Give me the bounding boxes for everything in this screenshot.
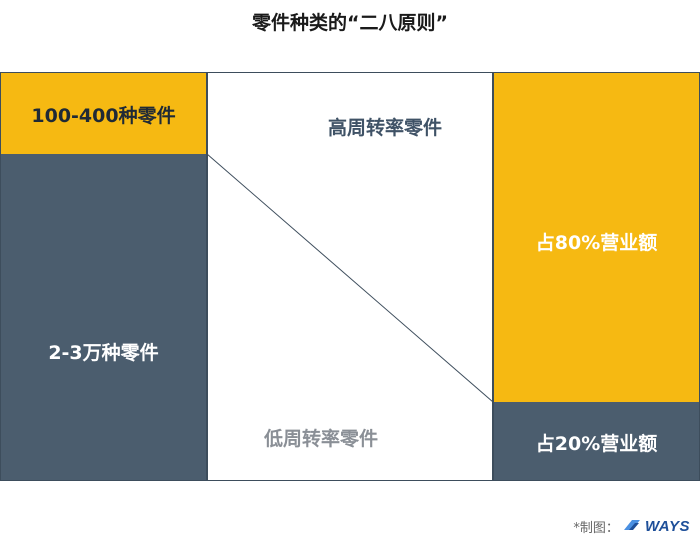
right-divider bbox=[492, 72, 494, 481]
right-bottom-block bbox=[493, 402, 700, 481]
ways-logo-icon bbox=[623, 518, 641, 536]
low-turnover-label: 低周转率零件 bbox=[263, 428, 378, 450]
left-top-block bbox=[0, 72, 207, 154]
left-bottom-label: 2-3万种零件 bbox=[48, 342, 159, 364]
high-turnover-label: 高周转率零件 bbox=[327, 117, 442, 139]
right-top-label: 占80%营业额 bbox=[535, 232, 658, 254]
left-top-label: 100-400种零件 bbox=[31, 105, 176, 127]
footer-credit: *制图： WAYS bbox=[573, 517, 690, 536]
left-divider bbox=[206, 72, 208, 481]
left-bottom-block bbox=[0, 154, 207, 481]
credit-label: *制图： bbox=[573, 521, 619, 536]
diagonal-line bbox=[206, 153, 494, 403]
middle-block bbox=[207, 72, 493, 481]
right-bottom-label: 占20%营业额 bbox=[535, 433, 658, 455]
right-top-block bbox=[493, 72, 700, 402]
diagram-title: 零件种类的“二八原则” bbox=[252, 12, 448, 34]
logo-text: WAYS bbox=[644, 518, 690, 535]
